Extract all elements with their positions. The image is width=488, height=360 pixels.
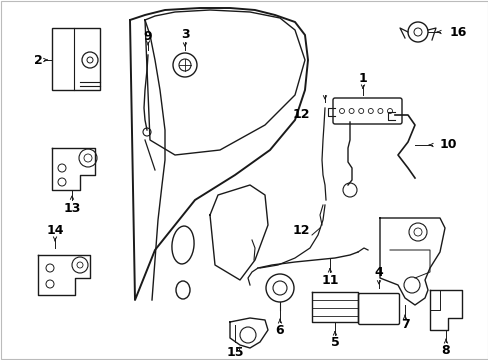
Text: 7: 7	[400, 319, 408, 332]
Text: 11: 11	[321, 274, 338, 287]
Text: 12: 12	[292, 108, 309, 122]
Text: 4: 4	[374, 266, 383, 279]
Text: 10: 10	[439, 139, 457, 152]
Text: 13: 13	[63, 202, 81, 215]
Text: 16: 16	[449, 26, 467, 39]
Text: 8: 8	[441, 343, 449, 356]
Text: 12: 12	[292, 224, 309, 237]
Text: 3: 3	[181, 28, 189, 41]
Text: 5: 5	[330, 336, 339, 348]
Text: 2: 2	[34, 54, 42, 67]
Text: 6: 6	[275, 324, 284, 337]
Text: 1: 1	[358, 72, 366, 85]
Bar	[52, 28, 100, 90]
Text: 15: 15	[226, 346, 243, 359]
Text: 14: 14	[46, 224, 63, 237]
Text: 9: 9	[143, 30, 152, 42]
